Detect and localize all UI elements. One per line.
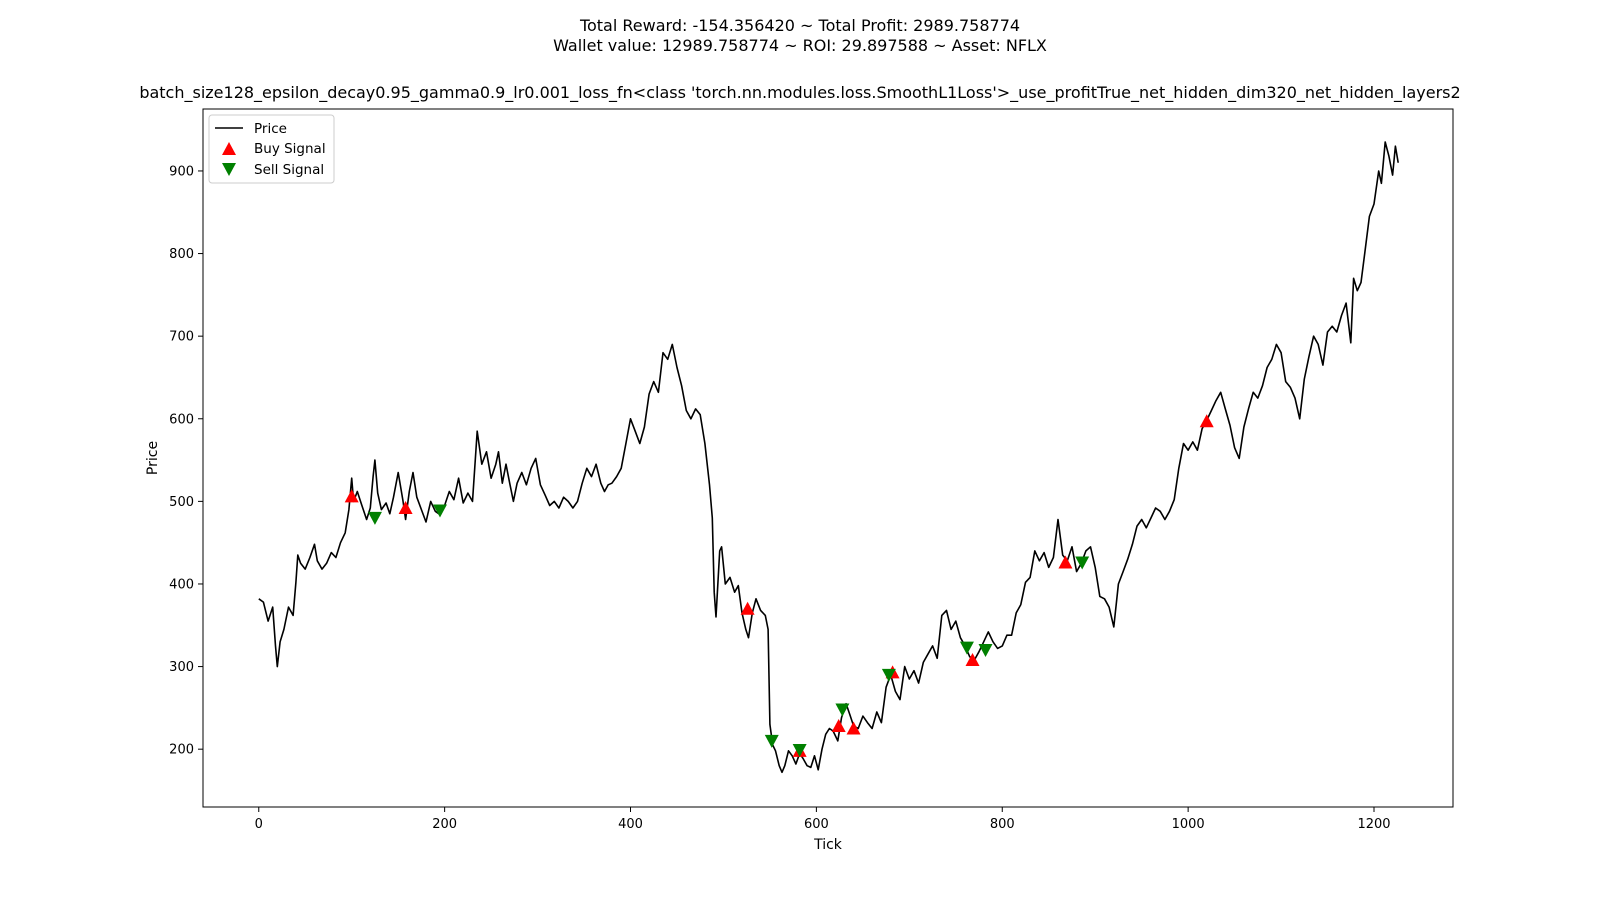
sell-signal-marker <box>367 511 382 525</box>
y-tick-label: 200 <box>169 743 194 758</box>
buy-signal-marker <box>1199 414 1214 428</box>
legend-buy-marker <box>222 142 236 155</box>
plot-area <box>258 141 1399 774</box>
sell-signal-marker <box>764 734 779 748</box>
y-tick-label: 700 <box>169 330 194 345</box>
legend-price-label: Price <box>254 121 287 137</box>
chart-title-line-1: Total Reward: -154.356420 ~ Total Profit… <box>579 16 1021 35</box>
x-tick-label: 200 <box>432 817 457 832</box>
x-tick-label: 600 <box>804 817 829 832</box>
buy-signal-marker <box>398 500 413 514</box>
buy-signal-marker <box>965 652 980 666</box>
buy-signal-marker <box>740 601 755 615</box>
buy-signal-marker <box>846 721 861 735</box>
buy-signal-marker <box>831 719 846 733</box>
sell-signal-marker <box>978 644 993 658</box>
legend-box <box>208 114 335 184</box>
x-tick-label: 0 <box>255 817 263 832</box>
legend: Price Buy Signal Sell Signal <box>208 114 335 184</box>
buy-signal-marker <box>344 489 359 503</box>
sell-signal-marker <box>432 504 447 518</box>
x-tick-label: 1000 <box>1172 817 1205 832</box>
sell-signal-marker <box>792 744 807 758</box>
x-tick-label: 400 <box>618 817 643 832</box>
sell-signal-marker <box>1075 556 1090 570</box>
legend-sell-label: Sell Signal <box>254 162 324 178</box>
y-tick-label: 900 <box>169 164 194 179</box>
y-axis-label: Price <box>145 441 161 475</box>
chart-subtitle: batch_size128_epsilon_decay0.95_gamma0.9… <box>139 83 1461 102</box>
price-series-line <box>258 141 1399 774</box>
buy-signal-marker <box>1058 555 1073 569</box>
sell-signal-marker <box>881 668 896 682</box>
y-tick-label: 300 <box>169 660 194 675</box>
y-axis-ticks: 200 300 400 500 600 700 800 900 <box>169 164 203 758</box>
plot-frame <box>202 108 1454 808</box>
x-tick-label: 1200 <box>1357 817 1390 832</box>
x-axis-label: Tick <box>813 837 843 853</box>
sell-signal-marker <box>835 703 850 717</box>
chart-title-line-2: Wallet value: 12989.758774 ~ ROI: 29.897… <box>553 36 1047 55</box>
x-tick-label: 800 <box>990 817 1015 832</box>
sell-signal-marker <box>959 641 974 655</box>
x-axis-ticks: 0 200 400 600 800 1000 1200 <box>255 807 1391 832</box>
y-tick-label: 800 <box>169 247 194 262</box>
legend-buy-label: Buy Signal <box>254 141 326 157</box>
y-tick-label: 600 <box>169 412 194 427</box>
y-tick-label: 400 <box>169 577 194 592</box>
legend-sell-marker <box>222 163 236 176</box>
y-tick-label: 500 <box>169 495 194 510</box>
